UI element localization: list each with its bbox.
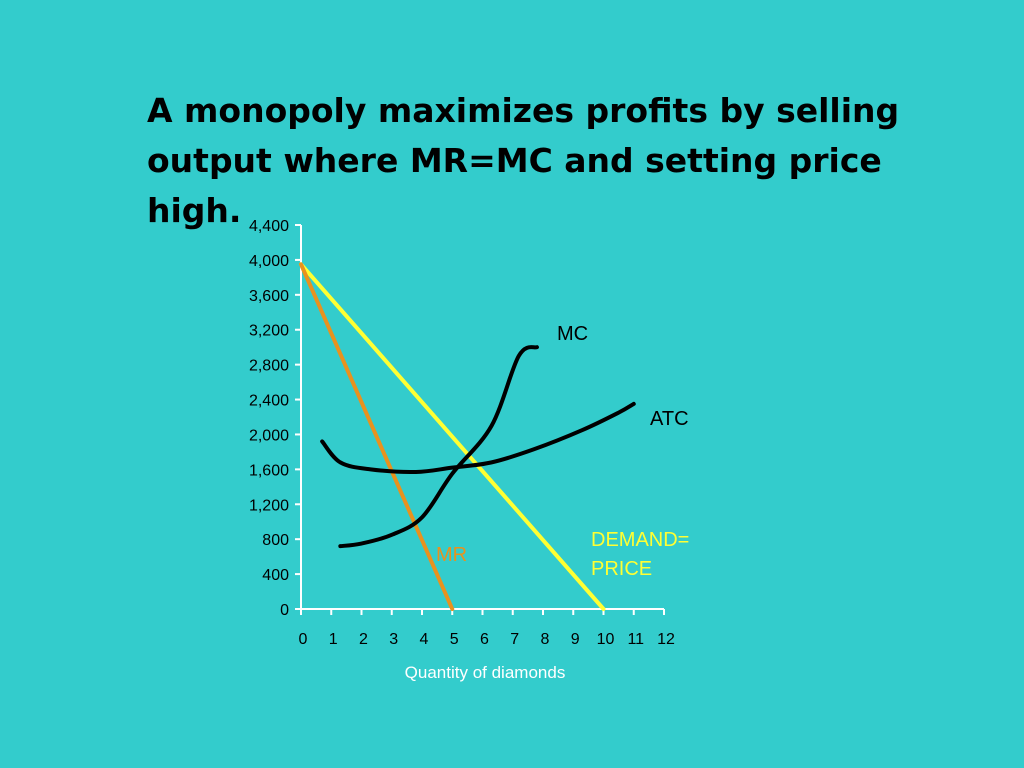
series-layer (299, 262, 636, 611)
mr-label: MR (436, 544, 467, 566)
y-tick-label: 0 (280, 602, 289, 619)
mc-label: MC (557, 323, 588, 345)
x-tick-label: 6 (480, 631, 489, 648)
mc-label-line: MC (557, 323, 588, 345)
y-tick-label: 2,400 (249, 393, 289, 410)
mr-label-line: MR (436, 544, 467, 566)
y-tick-label: 800 (262, 532, 289, 549)
x-tick-label: 2 (359, 631, 368, 648)
x-tick-label: 5 (450, 631, 459, 648)
y-tick-label: 4,000 (249, 253, 289, 270)
atc-label-line: ATC (650, 408, 689, 430)
x-tick-label: 9 (571, 631, 580, 648)
x-tick-label: 3 (389, 631, 398, 648)
x-tick-label: 0 (299, 631, 308, 648)
y-tick-label: 400 (262, 567, 289, 584)
x-axis-title: Quantity of diamonds (405, 663, 566, 682)
mc-curve (338, 345, 539, 549)
atc-curve (320, 401, 636, 475)
y-tick-label: 1,200 (249, 497, 289, 514)
x-tick-label: 11 (627, 631, 644, 648)
x-tick-label: 1 (329, 631, 338, 648)
demand-label: DEMAND= PRICE (591, 529, 689, 580)
y-tick-label: 3,200 (249, 323, 289, 340)
mr-curve (299, 262, 455, 611)
x-tick-label: 7 (510, 631, 519, 648)
demand-label-line: PRICE (591, 558, 652, 580)
x-tick-label: 10 (597, 631, 615, 648)
atc-label: ATC (650, 408, 689, 430)
y-tick-label: 2,800 (249, 358, 289, 375)
y-tick-label: 4,400 (249, 218, 289, 235)
demand-curve (299, 262, 606, 611)
y-tick-label: 1,600 (249, 462, 289, 479)
x-tick-label: 8 (541, 631, 550, 648)
axes: 0 400 800 1,200 1,600 2,000 2,400 2,800 3,200 3,6… (249, 218, 675, 648)
y-tick-label: 2,000 (249, 427, 289, 444)
x-tick-label: 12 (657, 631, 675, 648)
labels-layer: DEMAND= PRICE MR MC ATC (436, 323, 689, 580)
demand-label-line: DEMAND= (591, 529, 689, 551)
y-tick-label: 3,600 (249, 288, 289, 305)
x-tick-label: 4 (420, 631, 429, 648)
slide-title: A monopoly maximizes profits by selling … (147, 91, 900, 230)
